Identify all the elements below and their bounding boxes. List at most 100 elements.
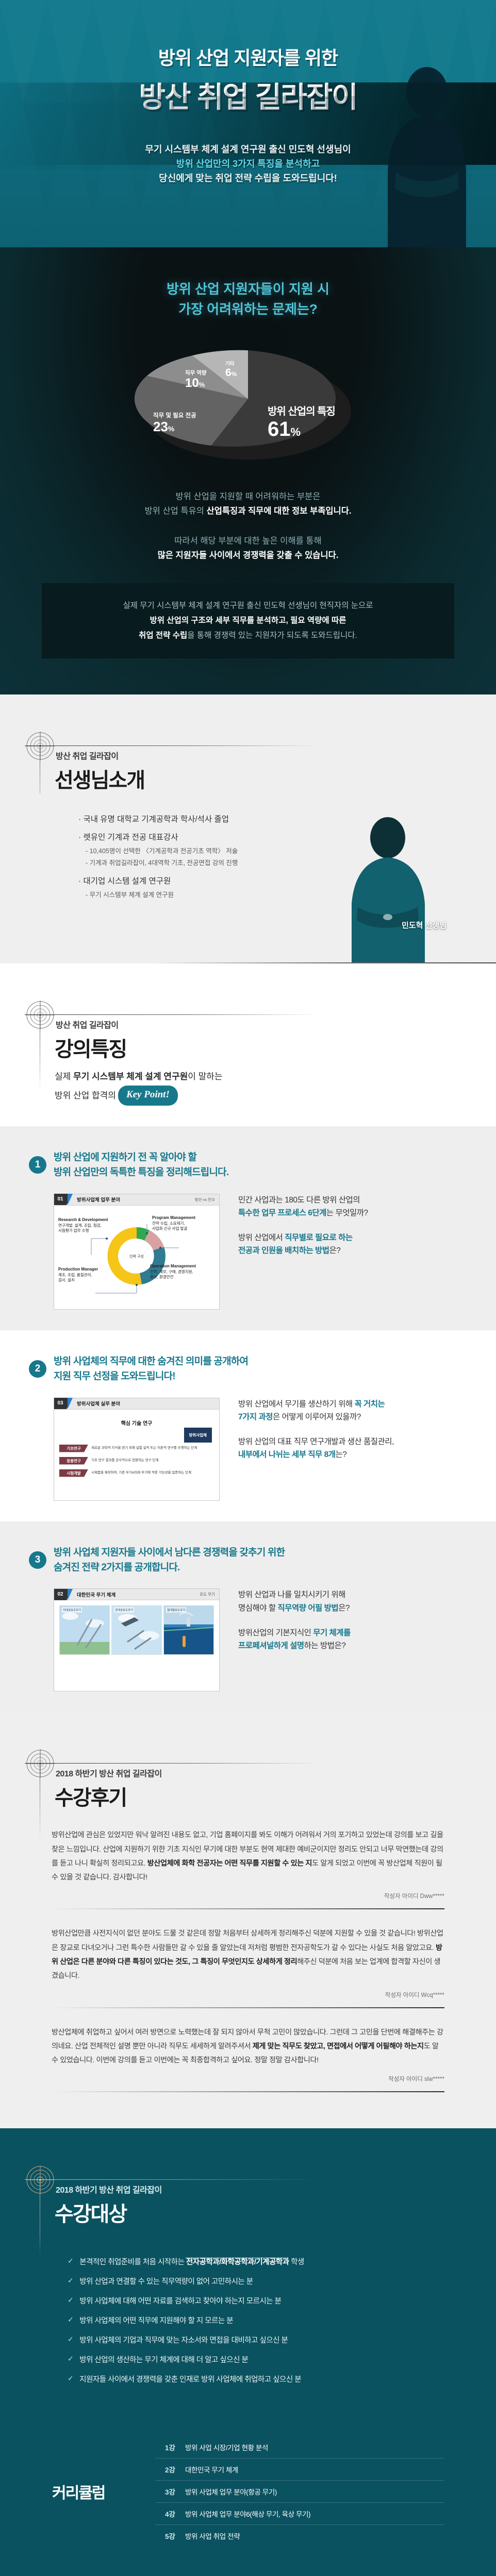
review-author-id: 작성자 아이디 Wcq*****: [385, 1992, 444, 1998]
hero-desc-line-3: 당신에게 맞는 취업 전략 수립을 도와드립니다!: [159, 173, 337, 183]
table-row: 시험개발 시제품을 제작하여, 기존 무기&미래 무기에 적용 가능성을 입증하…: [59, 1469, 214, 1477]
q1-pre: 민간 사업과는 180도 다른 방위 산업의: [238, 1195, 360, 1205]
review-divider: [52, 1908, 444, 1910]
feature-heading: 방위 사업체의 직무에 대한 숨겨진 의미를 공개하여 지원 직무 선정을 도와…: [0, 1354, 496, 1384]
slide-preview: 03 방위사업체 실무 분야 핵심 기술 연구 방위사업체 기초연구 새로운 과…: [54, 1397, 220, 1501]
list-item: · 대기업 시스템 설계 연구원 - 무기 시스템부 체계 설계 연구원: [78, 877, 496, 901]
table-row: 4강 방위 사업체 업무 분야6(해상 무기, 육상 무기): [155, 2503, 444, 2526]
q2-post: 는?: [335, 1450, 347, 1460]
audience-pre: 방위 산업과 연결할 수 있는 직무역량이 없어 고민하시는 분: [79, 2278, 253, 2286]
submarine-missile-image: [164, 1606, 213, 1655]
feature-question-2: 방위 산업에서 직무별로 필요로 하는 전공과 인원을 배치하는 방법은?: [238, 1231, 496, 1258]
review-part: 도 알 수 있었습니다. 이번에 강의를 듣고 이번에는 꼭 최종합격하고 싶어…: [52, 2042, 439, 2065]
reviews-section-header: 2018 하반기 방산 취업 길라잡이 수강후기: [0, 1712, 496, 1839]
teacher-section-kicker: 방산 취업 길라잡이: [56, 752, 119, 761]
review-item: 방위산업에 관심은 있었지만 워낙 알려진 내용도 없고, 기업 홈페이지를 봐…: [52, 1811, 444, 1910]
audience-pre: 지원자들 사이에서 경쟁력을 갖춘 인재로 방위 사업체에 취업하고 싶으신 분: [79, 2376, 302, 2384]
donut-label-title: Research & Development: [58, 1217, 108, 1222]
review-text: 방위산업에 관심은 있었지만 워낙 알려진 내용도 없고, 기업 홈페이지를 봐…: [52, 1828, 444, 1885]
teacher-credential-sub: - 기계과 취업길라잡이, 4대역학 기초, 전공면접 강의 진행: [86, 859, 238, 867]
q2-mid: 전공과 인원을 배치하는 방법: [238, 1246, 329, 1256]
feature-number-badge: 1: [29, 1156, 46, 1174]
pie-label-4-name: 기타: [225, 361, 235, 367]
feature-heading-line-1: 방위 사업체 지원자들 사이에서 남다른 경쟁력을 갖추기 위한: [54, 1547, 285, 1558]
feature-heading-line-1: 방위 사업체의 직무에 대한 숨겨진 의미를 공개하여: [54, 1355, 249, 1367]
q1-post: 는 무엇일까?: [326, 1209, 368, 1218]
instructor-silhouette-icon: [388, 67, 466, 247]
weapon-image-cell: 지대공유도무기: [59, 1605, 110, 1655]
slide-title: 대한민국 무기 체계: [77, 1592, 116, 1598]
review-author-id: 작성자 아이디 Dww*****: [384, 1893, 444, 1900]
donut-segment-label-om: Operation Management 전략, 재무, 구매, 경영지원, 홍…: [150, 1263, 212, 1280]
slide-content-images: 지대공유도무기: [54, 1600, 219, 1691]
pie-label-3: 직무 역량 10%: [185, 369, 207, 389]
pie-label-1-value: 61: [268, 418, 291, 440]
slide-number: 01: [54, 1194, 67, 1206]
donut-label-title: Operation Management: [150, 1263, 196, 1268]
stats-question: 방위 산업 지원자들이 지원 시 가장 어려워하는 문제는?: [0, 279, 496, 319]
weapon-image-caption: 지대공유도무기: [62, 1607, 82, 1613]
donut-label-desc: 전략, 재무, 구매, 경영지원, 홍보, 환경안전: [150, 1269, 193, 1280]
weapon-image-grid: 지대공유도무기: [59, 1605, 214, 1655]
list-item: ✓ 지원자들 사이에서 경쟁력을 갖춘 인재로 방위 사업체에 취업하고 싶으신…: [68, 2374, 428, 2384]
row-desc: 시제품을 제작하여, 기존 무기&미래 무기에 적용 가능성을 입증하는 단계: [91, 1470, 192, 1475]
list-item: ✓ 방위 사업체의 어떤 직무에 지원해야 할 지 모르는 분: [68, 2315, 428, 2326]
q2-highlight: 내부에서 나뉘는 세부 직무 8개: [238, 1450, 336, 1460]
feature-number-badge: 2: [29, 1360, 46, 1378]
stats-note-1-line-2-prefix: 방위 산업 특유의: [144, 506, 207, 516]
list-item: ✓ 방위 사업체의 기업과 직무에 맞는 자소서와 면접을 대비하고 싶으신 분: [68, 2334, 428, 2345]
features-lead-a: 실제: [55, 1072, 74, 1082]
curriculum-lesson-number: 5강: [165, 2533, 175, 2541]
features-section-header: 방산 취업 길라잡이 강의특징: [0, 963, 496, 1091]
pie-label-2: 직무 및 필요 전공 23%: [153, 411, 196, 433]
feature-heading-line-2: 지원 직무 선정을 도와드립니다!: [54, 1371, 176, 1382]
hero-desc-line-1: 무기 시스템부 체계 설계 연구원 출신 민도혁 선생님이: [145, 144, 351, 155]
hero-title-block: 방위 산업 지원자를 위한 방산 취업 길라잡이: [0, 0, 496, 116]
audience-section: 2018 하반기 방산 취업 길라잡이 수강대상 ✓ 본격적인 취업준비를 처음…: [0, 2128, 496, 2419]
check-icon: ✓: [68, 2335, 74, 2344]
list-item: · 렛유인 기계과 전공 대표강사 - 10,405명이 선택한 〈기계공학과 …: [78, 833, 496, 869]
feature-question-2: 방위 산업의 대표 직무 연구개발과 생산 품질관리, 내부에서 나뉘는 세부 …: [238, 1435, 496, 1462]
review-part: 해주신 덕분에 처음 보는 업계에 합격할 자신이 생겼습니다.: [52, 1958, 441, 1980]
feature-item-2: 2 방위 사업체의 직무에 대한 숨겨진 의미를 공개하여 지원 직무 선정을 …: [0, 1330, 496, 1521]
audience-section-title: 수강대상: [55, 2203, 127, 2226]
curriculum-lesson-title: 방위 사업 시장/기업 현황 분석: [185, 2444, 268, 2452]
audience-pre: 방위 사업체의 어떤 직무에 지원해야 할 지 모르는 분: [79, 2317, 234, 2326]
check-icon: ✓: [68, 2257, 74, 2265]
donut-label-desc: 연구개발, 설계, 조립, 점검, 시험평가 업무 수행: [58, 1223, 102, 1233]
q2-mid: 프로페셔널하게 설명: [238, 1641, 304, 1651]
stats-note-2-line-2: 많은 지원자들 사이에서 경쟁력을 갖출 수 있습니다.: [157, 551, 339, 561]
q1-mid2: 명심해야 할: [238, 1603, 278, 1613]
q1-post: 은?: [338, 1603, 350, 1613]
key-point-badge: Key Point!: [118, 1086, 178, 1106]
audience-pre: 본격적인 취업준비를 처음 시작하는: [79, 2258, 186, 2267]
missile-sky-image: [60, 1606, 109, 1655]
stats-note-1-line-2-tail: 입니다.: [325, 506, 352, 516]
curriculum-label: 커리큘럼: [52, 2485, 106, 2502]
review-item: 방산업체에 취업하고 싶어서 여러 방면으로 노력했는데 잘 되지 않아서 무척…: [52, 2008, 444, 2093]
check-icon: ✓: [68, 2374, 74, 2383]
hero-section: 방위 산업 지원자를 위한 방산 취업 길라잡이 무기 시스템부 체계 설계 연…: [0, 0, 496, 247]
pie-label-4-value: 6: [225, 367, 232, 379]
slide-accent-shape: [68, 1398, 73, 1410]
slide-title-bar: 03 방위사업체 실무 분야: [54, 1398, 219, 1410]
slide-title-bar: 01 방위사업체 업무 분야 방산 vs 민수: [54, 1194, 219, 1206]
review-part: 도 알게 되었고 이번에 꼭 방산업체 직원이 될 수 있을 것 같습니다. 감…: [52, 1859, 442, 1882]
q1-pre: 방위 산업과 나를 일치시키기 위해: [238, 1590, 345, 1600]
row-desc: 기초 연구 결과를 군사적으로 전환하는 연구 단계: [91, 1458, 159, 1462]
slide-accent-shape: [68, 1194, 73, 1206]
slide-subtitle: 방산 vs 민수: [194, 1197, 215, 1202]
pie-label-1-name: 방위 산업의 특징: [268, 406, 336, 417]
table-row: 2강 대한민국 무기 체계: [155, 2459, 444, 2481]
table-row: 기초연구 새로운 과학적 지식을 얻기 위해 실험 실적 또는 이론적 연구를 …: [59, 1444, 214, 1452]
curriculum-lesson-title: 방위 사업체 업무 분야(항공 무기): [185, 2488, 277, 2497]
q2-highlight: 무기 체계를: [313, 1628, 351, 1637]
teacher-floor-line: [155, 962, 496, 964]
stats-note-1-line-2-bold: 산업특징과 직무에 대한 정보 부족: [206, 506, 326, 516]
q2-pre: 방위산업의 기본지식인: [238, 1628, 313, 1637]
feature-heading: 방위 산업에 지원하기 전 꼭 알아야 할 방위 산업만의 독특한 특징을 정리…: [0, 1150, 496, 1180]
slide-title-bar: 02 대한민국 무기 체계 유도 무기: [54, 1588, 219, 1601]
feature-item-3: 3 방위 사업체 지원자들 사이에서 남다른 경쟁력을 갖추기 위한 숨겨진 전…: [0, 1521, 496, 1713]
teacher-section-header: 방산 취업 길라잡이 선생님소개: [0, 694, 496, 822]
feature-question-1: 방위 산업과 나를 일치시키기 위해 명심해야 할 직무역량 어필 방법은?: [238, 1588, 496, 1615]
